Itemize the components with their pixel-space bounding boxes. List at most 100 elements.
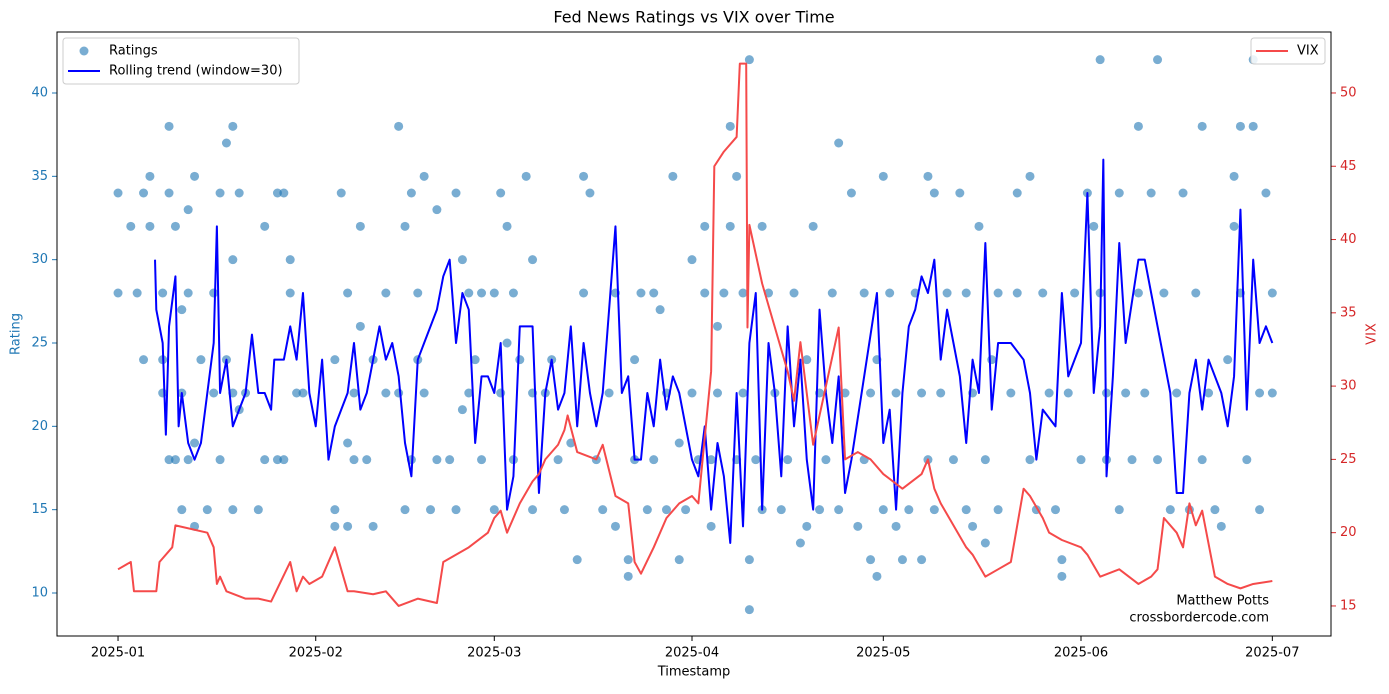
scatter-point [355, 221, 365, 231]
scatter-point [515, 355, 525, 365]
scatter-point [457, 405, 467, 415]
scatter-point [196, 355, 206, 365]
x-tick-label: 2025-06 [1054, 646, 1108, 661]
y-tick-label: 15 [31, 502, 48, 517]
scatter-point [330, 355, 340, 365]
scatter-point [1127, 455, 1137, 465]
scatter-point [1204, 388, 1214, 398]
scatter-point [126, 221, 136, 231]
y2-tick-label: 45 [1340, 159, 1357, 174]
scatter-point [285, 288, 295, 298]
scatter-point [821, 455, 831, 465]
x-tick-label: 2025-05 [856, 646, 910, 661]
y2-tick-label: 50 [1340, 85, 1357, 100]
scatter-point [528, 505, 538, 515]
scatter-point [744, 605, 754, 615]
legend-box [62, 37, 300, 85]
scatter-point [419, 171, 429, 181]
scatter-point [623, 555, 633, 565]
scatter-point [1235, 121, 1245, 131]
scatter-point [1153, 455, 1163, 465]
scatter-point [706, 455, 716, 465]
scatter-point [1210, 505, 1220, 515]
scatter-point [202, 505, 212, 515]
scatter-point [700, 221, 710, 231]
scatter-point [158, 288, 168, 298]
scatter-point [177, 505, 187, 515]
scatter-point [929, 188, 939, 198]
scatter-point [808, 221, 818, 231]
scatter-point [445, 455, 455, 465]
scatter-point [132, 288, 142, 298]
scatter-point [285, 255, 295, 265]
scatter-point [566, 438, 576, 448]
scatter-point [1223, 355, 1233, 365]
scatter-point [1242, 455, 1252, 465]
scatter-point [1197, 121, 1207, 131]
scatter-point [336, 188, 346, 198]
scatter-point [802, 521, 812, 531]
scatter-point [209, 388, 219, 398]
scatter-point [795, 538, 805, 548]
scatter-point [1229, 221, 1239, 231]
scatter-point [1255, 505, 1265, 515]
scatter-point [993, 505, 1003, 515]
scatter-point [330, 505, 340, 515]
scatter-point [732, 171, 742, 181]
scatter-point [987, 355, 997, 365]
y2-tick-label: 30 [1340, 379, 1357, 394]
scatter-point [687, 255, 697, 265]
scatter-point [891, 388, 901, 398]
scatter-point [502, 221, 512, 231]
legend-marker [79, 46, 89, 56]
scatter-point [725, 121, 735, 131]
scatter-point [343, 521, 353, 531]
scatter-point [1006, 388, 1016, 398]
scatter-point [183, 205, 193, 215]
y2-tick-label: 15 [1340, 598, 1357, 613]
scatter-point [177, 305, 187, 315]
scatter-point [936, 388, 946, 398]
y-axis-label: Rating [9, 313, 24, 355]
scatter-point [553, 455, 563, 465]
scatter-point [719, 288, 729, 298]
scatter-point [572, 555, 582, 565]
y2-tick-label: 40 [1340, 232, 1357, 247]
scatter-point [470, 355, 480, 365]
scatter-point [426, 505, 436, 515]
scatter-point [170, 221, 180, 231]
scatter-point [343, 438, 353, 448]
scatter-point [878, 171, 888, 181]
scatter-point [783, 455, 793, 465]
scatter-point [451, 188, 461, 198]
scatter-point [272, 455, 282, 465]
scatter-point [1267, 288, 1277, 298]
scatter-point [674, 555, 684, 565]
scatter-point [649, 288, 659, 298]
scatter-point [744, 555, 754, 565]
scatter-point [961, 505, 971, 515]
scatter-point [630, 355, 640, 365]
scatter-point [164, 188, 174, 198]
scatter-point [834, 138, 844, 148]
scatter-point [170, 455, 180, 465]
scatter-point [853, 521, 863, 531]
scatter-point [368, 521, 378, 531]
scatter-point [215, 455, 225, 465]
scatter-point [1121, 388, 1131, 398]
scatter-point [292, 388, 302, 398]
scatter-point [464, 288, 474, 298]
scatter-point [579, 288, 589, 298]
scatter-point [419, 388, 429, 398]
scatter-point [948, 455, 958, 465]
scatter-point [649, 455, 659, 465]
scatter-point [432, 455, 442, 465]
scatter-point [1248, 121, 1258, 131]
scatter-point [1025, 171, 1035, 181]
scatter-point [1114, 505, 1124, 515]
legend-label: Ratings [109, 44, 158, 59]
scatter-point [636, 288, 646, 298]
scatter-point [413, 288, 423, 298]
scatter-point [604, 388, 614, 398]
